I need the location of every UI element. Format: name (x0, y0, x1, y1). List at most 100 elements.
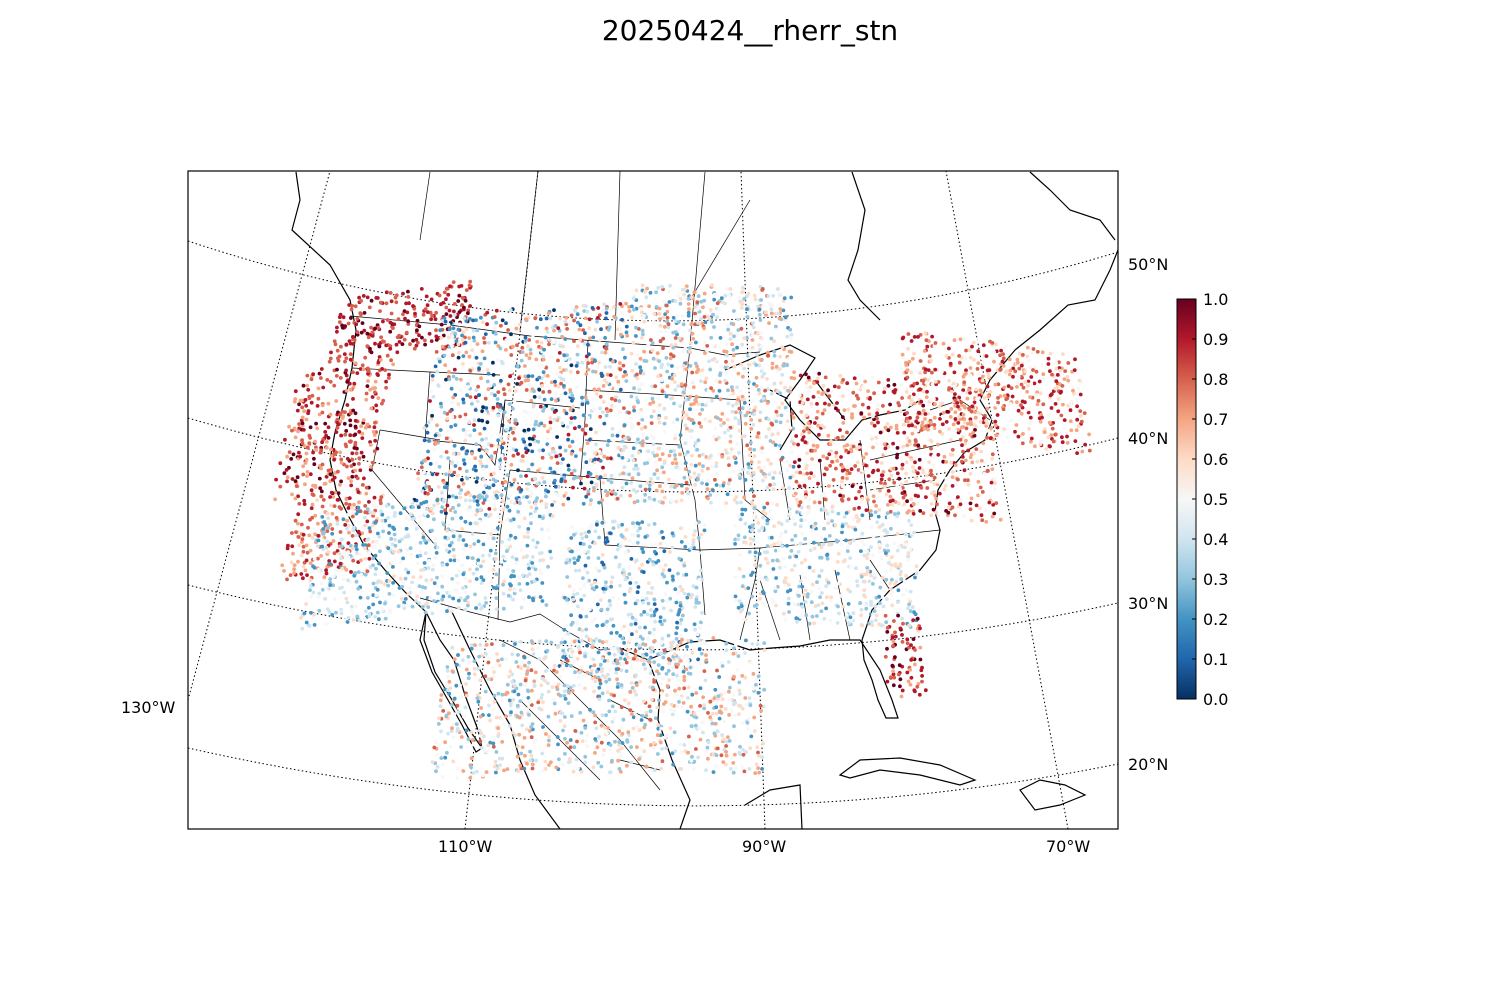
station-marker (367, 526, 372, 530)
station-marker (862, 579, 867, 584)
station-marker (630, 521, 635, 526)
station-marker (419, 568, 423, 572)
station-marker (525, 495, 529, 499)
station-marker (383, 518, 388, 523)
station-marker (657, 306, 662, 311)
station-marker (780, 544, 784, 549)
station-marker (498, 515, 502, 519)
station-marker (649, 477, 653, 481)
station-marker (434, 441, 438, 445)
station-marker (448, 590, 452, 595)
station-marker (569, 363, 574, 368)
station-marker (490, 391, 494, 396)
station-marker (437, 464, 442, 469)
station-marker (308, 588, 312, 592)
station-marker (507, 508, 512, 513)
station-marker (553, 379, 557, 384)
station-marker (817, 395, 821, 400)
station-marker (557, 493, 561, 497)
station-marker (772, 339, 776, 343)
station-marker (618, 387, 623, 392)
station-marker (347, 339, 352, 343)
station-marker (569, 536, 574, 540)
station-marker (299, 572, 304, 576)
station-marker (328, 356, 333, 361)
station-marker (781, 363, 786, 368)
station-marker (620, 439, 625, 444)
station-marker (632, 467, 636, 471)
station-marker (795, 589, 800, 594)
station-marker (673, 433, 678, 437)
station-marker (499, 493, 504, 498)
station-marker (498, 433, 502, 438)
station-marker (691, 337, 696, 341)
station-marker (527, 382, 532, 387)
station-marker (406, 322, 411, 326)
station-marker (445, 529, 449, 533)
station-marker (292, 567, 296, 572)
station-marker (888, 402, 892, 407)
station-marker (512, 478, 517, 482)
station-marker (602, 565, 607, 570)
station-marker (367, 305, 372, 310)
station-marker (456, 299, 461, 303)
station-marker (312, 612, 316, 617)
station-marker (668, 283, 672, 288)
station-marker (733, 537, 738, 542)
station-marker (501, 387, 506, 392)
station-marker (936, 452, 941, 457)
station-marker (576, 645, 581, 649)
station-marker (634, 334, 638, 338)
station-marker (363, 504, 368, 508)
station-marker (725, 287, 730, 291)
station-marker (450, 528, 455, 533)
station-marker (564, 315, 569, 320)
station-marker (666, 322, 671, 327)
station-marker (427, 485, 431, 489)
station-marker (603, 350, 608, 355)
station-marker (579, 598, 584, 602)
station-marker (901, 444, 906, 449)
station-marker (656, 396, 661, 401)
station-marker (864, 463, 868, 468)
station-marker (708, 367, 713, 372)
station-marker (745, 336, 749, 340)
station-marker (547, 452, 552, 457)
station-marker (762, 465, 767, 470)
station-marker (819, 609, 824, 614)
station-marker (689, 546, 693, 551)
station-marker (531, 335, 535, 340)
station-marker (416, 505, 421, 510)
station-marker (448, 607, 453, 612)
station-marker (757, 391, 762, 396)
station-marker (302, 498, 307, 503)
station-marker (302, 444, 307, 448)
station-marker (764, 435, 769, 439)
station-marker (700, 407, 705, 412)
station-marker (290, 428, 294, 433)
station-marker (526, 482, 531, 486)
station-marker (758, 335, 763, 340)
station-marker (889, 567, 894, 572)
station-marker (766, 387, 770, 392)
station-marker (548, 420, 553, 425)
station-marker (512, 437, 517, 441)
station-marker (872, 499, 876, 504)
station-marker (450, 400, 455, 405)
station-marker (442, 410, 447, 415)
station-marker (864, 452, 869, 456)
station-marker (357, 456, 362, 461)
station-marker (673, 330, 678, 334)
station-marker (807, 541, 811, 546)
station-marker (906, 606, 910, 611)
station-marker (635, 467, 640, 471)
station-marker (886, 428, 891, 433)
station-marker (729, 321, 734, 326)
station-marker (873, 488, 877, 493)
station-marker (322, 530, 327, 535)
station-marker (624, 301, 628, 306)
station-marker (914, 419, 919, 424)
station-marker (328, 379, 333, 384)
station-marker (552, 410, 557, 414)
station-marker (812, 474, 816, 478)
